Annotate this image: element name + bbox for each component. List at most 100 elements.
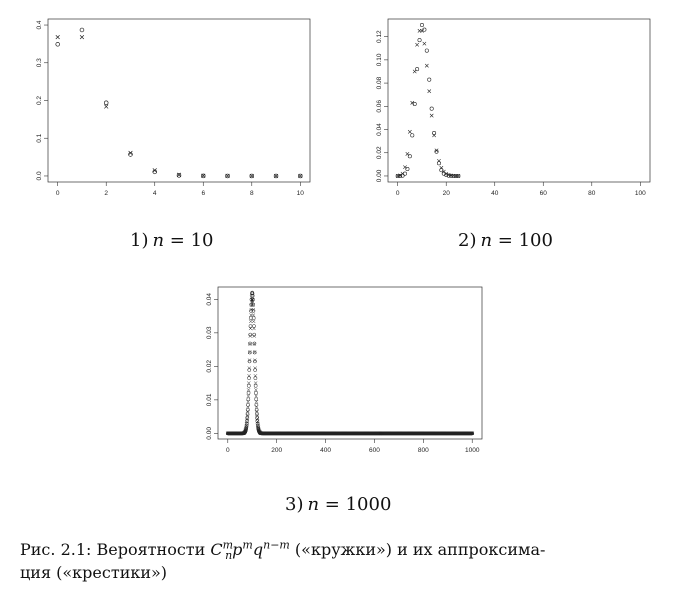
data-point-cross <box>254 405 259 409</box>
series-crosses <box>55 34 303 179</box>
data-point-cross <box>201 173 206 178</box>
data-point-cross <box>128 150 133 156</box>
data-point-circle <box>248 316 253 320</box>
plot-frame <box>47 18 311 183</box>
series-circles <box>55 27 303 179</box>
data-point-cross <box>470 431 474 436</box>
data-point-cross <box>252 326 256 331</box>
data-point-cross <box>420 28 424 33</box>
data-point-circle <box>422 27 427 32</box>
series-circles <box>225 290 475 436</box>
y-tick-label: 0.2 <box>36 96 43 105</box>
y-tick-label: 0.02 <box>376 146 383 159</box>
data-point-circle <box>247 350 252 355</box>
data-point-cross <box>246 399 250 404</box>
data-point-circle <box>247 368 252 372</box>
chart-n1000-svg: 0 200 400 600 800 1000 0.00 0.01 0.02 0.03 0.04 <box>206 286 483 454</box>
data-point-circle <box>251 316 256 320</box>
data-point-cross <box>439 165 444 170</box>
data-point-cross <box>251 319 256 324</box>
x-tick-label: 0 <box>56 190 60 197</box>
y-tick-label: 0.04 <box>376 123 383 136</box>
data-point-cross <box>244 427 248 431</box>
data-point-circle <box>402 171 407 176</box>
chart-n1000-label: 3) n = 1000 <box>285 494 392 515</box>
data-point-circle <box>253 384 258 388</box>
caption-formula: Cmnpmqn−m <box>210 538 290 563</box>
chart-n10-label: 1) n = 10 <box>130 230 214 251</box>
data-point-circle <box>405 166 410 171</box>
data-point-circle <box>249 173 255 179</box>
data-point-cross <box>246 394 251 398</box>
y-tick-label: 0.04 <box>206 293 213 306</box>
data-point-cross <box>55 34 60 40</box>
data-point-circle <box>252 341 257 346</box>
data-point-circle <box>429 106 434 111</box>
data-point-cross <box>248 350 252 354</box>
data-point-circle <box>444 172 449 177</box>
data-point-cross <box>249 303 254 308</box>
data-point-circle <box>79 27 85 33</box>
y-tick-label: 0.08 <box>376 76 383 89</box>
data-point-circle <box>446 173 451 178</box>
data-point-cross <box>246 388 251 392</box>
y-tick-label: 0.0 <box>36 171 43 180</box>
data-point-cross <box>254 399 259 404</box>
chart-n10-label-var: n <box>152 230 165 251</box>
x-tick-label: 200 <box>271 447 282 454</box>
series-crosses <box>226 297 474 436</box>
data-point-cross <box>410 100 415 105</box>
chart-n1000: 0 200 400 600 800 1000 0.00 0.01 0.02 0.03 0.04 <box>200 285 490 465</box>
data-point-cross <box>253 374 258 378</box>
data-point-circle <box>246 384 251 388</box>
data-point-cross <box>407 129 412 134</box>
chart-n100-label-var: n <box>480 230 493 251</box>
caption-formula-q: q <box>252 540 264 559</box>
x-tick-label: 400 <box>320 447 331 454</box>
data-point-circle <box>250 293 255 298</box>
x-tick-label: 0 <box>396 190 400 197</box>
data-point-circle <box>249 302 254 307</box>
x-tick-label: 100 <box>635 190 646 197</box>
data-point-circle <box>424 48 429 53</box>
data-point-cross <box>246 405 250 409</box>
data-point-cross <box>424 63 429 68</box>
data-point-circle <box>55 42 60 47</box>
data-point-cross <box>245 416 249 421</box>
chart-n1000-label-var: n <box>307 494 320 515</box>
chart-n10-svg: 0 2 4 6 8 10 0.0 0.1 0.2 0.3 0.4 <box>36 18 311 197</box>
data-point-cross <box>400 171 405 176</box>
data-point-circle <box>434 149 439 154</box>
x-tick-label: 10 <box>297 190 305 197</box>
data-point-cross <box>79 34 85 40</box>
data-point-cross <box>427 89 432 94</box>
x-tick-label: 20 <box>443 190 451 197</box>
data-point-circle <box>255 419 260 423</box>
data-point-circle <box>176 173 182 178</box>
data-point-cross <box>434 148 439 153</box>
data-point-cross <box>432 133 437 138</box>
caption-formula-c-sub: n <box>225 549 233 563</box>
data-point-cross <box>456 174 461 178</box>
data-point-circle <box>427 77 432 82</box>
data-point-cross <box>254 388 258 392</box>
caption-formula-q-sup: n−m <box>263 538 290 552</box>
data-point-cross <box>253 358 257 362</box>
data-point-cross <box>437 158 441 163</box>
data-point-cross <box>395 174 400 178</box>
caption-formula-p-sup: m <box>242 538 253 552</box>
data-point-circle <box>246 391 251 395</box>
y-tick-label: 0.06 <box>376 100 383 113</box>
y-tick-label: 0.3 <box>36 58 43 67</box>
data-point-cross <box>248 326 253 331</box>
data-point-cross <box>247 366 252 370</box>
data-point-circle <box>252 350 257 355</box>
data-point-circle <box>407 154 412 159</box>
data-point-cross <box>247 358 252 362</box>
data-point-circle <box>417 38 422 43</box>
x-tick-label: 60 <box>540 190 548 197</box>
chart-n100-label: 2) n = 100 <box>458 230 553 251</box>
series-circles <box>395 23 461 178</box>
data-point-cross <box>225 173 230 179</box>
data-point-circle <box>453 173 458 178</box>
